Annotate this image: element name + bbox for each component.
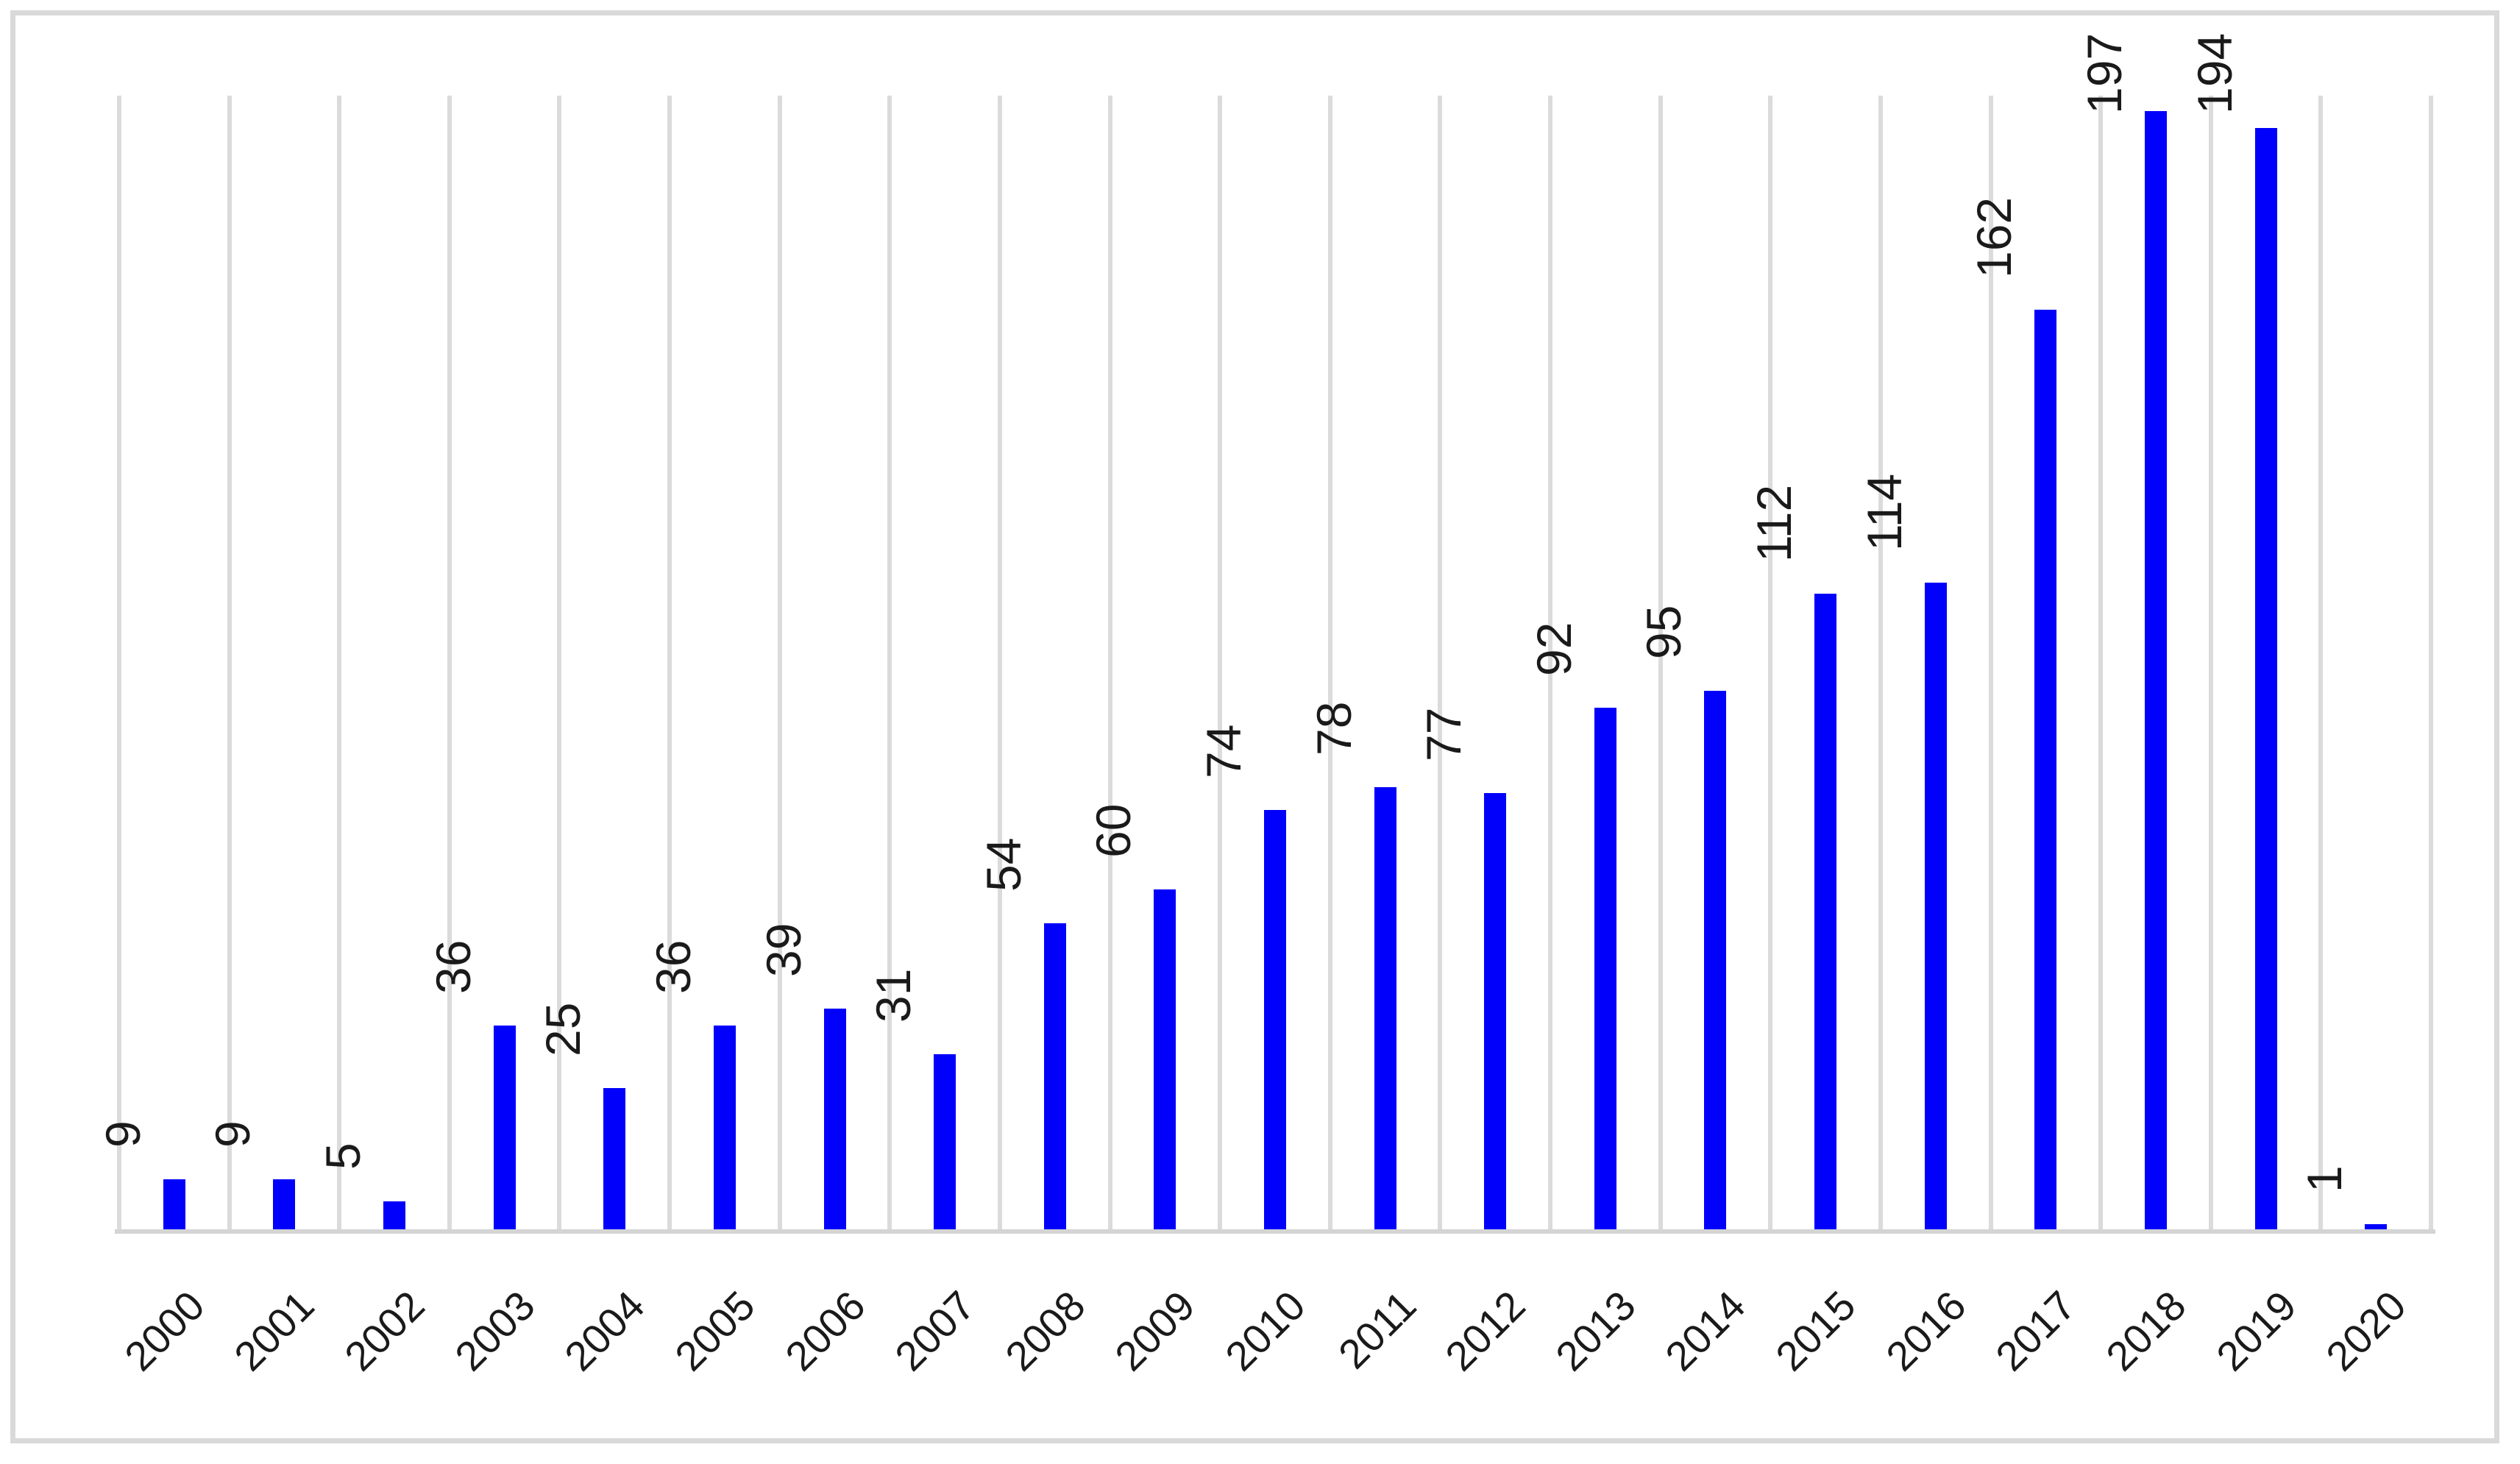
bar-2005 <box>714 1026 736 1230</box>
value-label-2005: 36 <box>646 939 700 994</box>
gridline <box>1107 96 1112 1232</box>
x-axis-label-2003: 2003 <box>446 1282 544 1380</box>
x-axis-label-2015: 2015 <box>1767 1282 1865 1380</box>
value-label-2012: 77 <box>1416 707 1471 761</box>
value-label-2001: 9 <box>205 1120 260 1148</box>
x-axis-label-2010: 2010 <box>1216 1282 1315 1380</box>
gridline <box>117 96 121 1232</box>
gridline <box>2429 96 2433 1232</box>
value-label-2018: 197 <box>2077 32 2132 114</box>
x-axis-label-2014: 2014 <box>1656 1282 1755 1380</box>
x-axis-label-2016: 2016 <box>1877 1282 1976 1380</box>
gridline <box>447 96 452 1232</box>
gridline <box>887 96 892 1232</box>
bar-2001 <box>273 1179 295 1230</box>
value-label-2015: 112 <box>1747 484 1801 562</box>
value-label-2016: 114 <box>1857 473 1912 551</box>
value-label-2006: 39 <box>756 923 811 977</box>
x-axis-label-2013: 2013 <box>1547 1282 1645 1380</box>
chart-border-frame <box>10 10 2499 1443</box>
bar-2008 <box>1044 923 1066 1230</box>
bar-2019 <box>2255 128 2277 1230</box>
x-axis-label-2000: 2000 <box>116 1282 214 1380</box>
value-label-2004: 25 <box>536 1002 590 1056</box>
bar-2018 <box>2145 111 2167 1230</box>
x-axis-line <box>115 1229 2435 1234</box>
bar-2006 <box>824 1009 846 1230</box>
value-label-2008: 54 <box>976 837 1031 892</box>
gridline <box>1878 96 1883 1232</box>
value-label-2010: 74 <box>1196 724 1251 778</box>
gridline <box>1438 96 1443 1232</box>
gridline <box>1658 96 1663 1232</box>
bar-2017 <box>2034 310 2056 1230</box>
x-axis-label-2017: 2017 <box>1987 1282 2085 1380</box>
gridline <box>1327 96 1332 1232</box>
x-axis-label-2020: 2020 <box>2317 1282 2416 1380</box>
gridline <box>2208 96 2213 1232</box>
gridline <box>227 96 232 1232</box>
value-label-2009: 60 <box>1086 803 1140 858</box>
gridline <box>1548 96 1553 1232</box>
bar-2015 <box>1814 594 1836 1230</box>
bar-2020 <box>2365 1224 2387 1230</box>
gridline <box>997 96 1002 1232</box>
bar-2007 <box>934 1054 956 1230</box>
x-axis-label-2019: 2019 <box>2207 1282 2306 1380</box>
bar-2009 <box>1154 889 1176 1230</box>
x-axis-label-2012: 2012 <box>1436 1282 1535 1380</box>
value-label-2000: 9 <box>96 1120 150 1148</box>
bar-2012 <box>1484 793 1506 1230</box>
bar-2011 <box>1374 787 1396 1230</box>
value-label-2011: 78 <box>1307 701 1361 756</box>
gridline <box>557 96 562 1232</box>
bar-2013 <box>1594 708 1616 1230</box>
gridline <box>1218 96 1223 1232</box>
x-axis-label-2001: 2001 <box>225 1282 324 1380</box>
bar-2000 <box>163 1179 185 1230</box>
gridline <box>777 96 782 1232</box>
x-axis-label-2008: 2008 <box>996 1282 1095 1380</box>
x-axis-label-2006: 2006 <box>776 1282 875 1380</box>
bar-2014 <box>1704 691 1726 1230</box>
x-axis-label-2004: 2004 <box>556 1282 654 1380</box>
gridline <box>2318 96 2324 1232</box>
gridline <box>1768 96 1773 1232</box>
bar-2016 <box>1925 583 1947 1230</box>
gridline <box>337 96 342 1232</box>
gridline <box>2098 96 2104 1232</box>
bar-2002 <box>383 1201 405 1230</box>
gridline <box>667 96 672 1232</box>
x-axis-label-2002: 2002 <box>336 1282 434 1380</box>
bar-2010 <box>1264 810 1286 1230</box>
value-label-2003: 36 <box>426 939 480 994</box>
value-label-2017: 162 <box>1967 196 2021 278</box>
value-label-2019: 194 <box>2187 32 2242 114</box>
x-axis-label-2011: 2011 <box>1329 1282 1425 1378</box>
x-axis-label-2009: 2009 <box>1106 1282 1204 1380</box>
plot-area <box>117 96 2433 1232</box>
x-axis-label-2007: 2007 <box>886 1282 984 1380</box>
value-label-2002: 5 <box>316 1143 370 1170</box>
gridline <box>1988 96 1993 1232</box>
bar-2004 <box>603 1088 625 1230</box>
value-label-2020: 1 <box>2297 1165 2352 1193</box>
value-label-2007: 31 <box>866 968 920 1023</box>
bar-2003 <box>494 1026 516 1230</box>
value-label-2014: 95 <box>1636 605 1691 659</box>
value-label-2013: 92 <box>1527 622 1581 676</box>
x-axis-label-2005: 2005 <box>666 1282 764 1380</box>
x-axis-label-2018: 2018 <box>2097 1282 2196 1380</box>
